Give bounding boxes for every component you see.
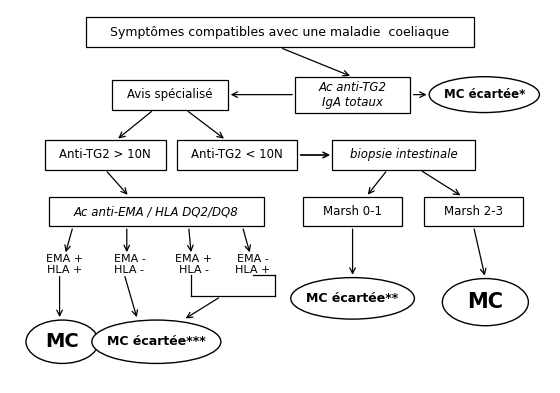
Text: Ac anti-TG2
IgA totaux: Ac anti-TG2 IgA totaux (319, 81, 386, 108)
Text: MC: MC (468, 292, 503, 312)
Ellipse shape (291, 277, 414, 319)
Text: MC écartée**: MC écartée** (306, 292, 399, 305)
FancyBboxPatch shape (424, 197, 523, 226)
FancyBboxPatch shape (295, 77, 410, 112)
Text: Marsh 2-3: Marsh 2-3 (444, 205, 503, 218)
Text: EMA -
HLA +: EMA - HLA + (235, 253, 271, 275)
FancyBboxPatch shape (303, 197, 402, 226)
Text: MC écartée*: MC écartée* (444, 88, 525, 101)
Ellipse shape (92, 320, 221, 364)
Text: Ac anti-EMA / HLA DQ2/DQ8: Ac anti-EMA / HLA DQ2/DQ8 (74, 205, 239, 218)
FancyBboxPatch shape (45, 140, 166, 170)
Text: EMA +
HLA +: EMA + HLA + (46, 253, 83, 275)
FancyBboxPatch shape (333, 140, 475, 170)
Ellipse shape (26, 320, 99, 364)
Text: MC écartée***: MC écartée*** (107, 335, 206, 348)
FancyBboxPatch shape (49, 197, 264, 226)
Text: EMA +
HLA -: EMA + HLA - (175, 253, 213, 275)
FancyBboxPatch shape (112, 79, 227, 110)
Text: Marsh 0-1: Marsh 0-1 (323, 205, 382, 218)
Ellipse shape (429, 77, 539, 112)
Text: Anti-TG2 < 10N: Anti-TG2 < 10N (191, 149, 283, 162)
Text: MC: MC (45, 332, 79, 351)
Ellipse shape (442, 279, 529, 326)
Text: EMA -
HLA -: EMA - HLA - (114, 253, 146, 275)
FancyBboxPatch shape (86, 17, 474, 48)
Text: Symptômes compatibles avec une maladie  coeliaque: Symptômes compatibles avec une maladie c… (110, 26, 450, 39)
Text: Avis spécialisé: Avis spécialisé (127, 88, 213, 101)
Text: biopsie intestinale: biopsie intestinale (350, 149, 458, 162)
Text: Anti-TG2 > 10N: Anti-TG2 > 10N (59, 149, 151, 162)
FancyBboxPatch shape (176, 140, 297, 170)
